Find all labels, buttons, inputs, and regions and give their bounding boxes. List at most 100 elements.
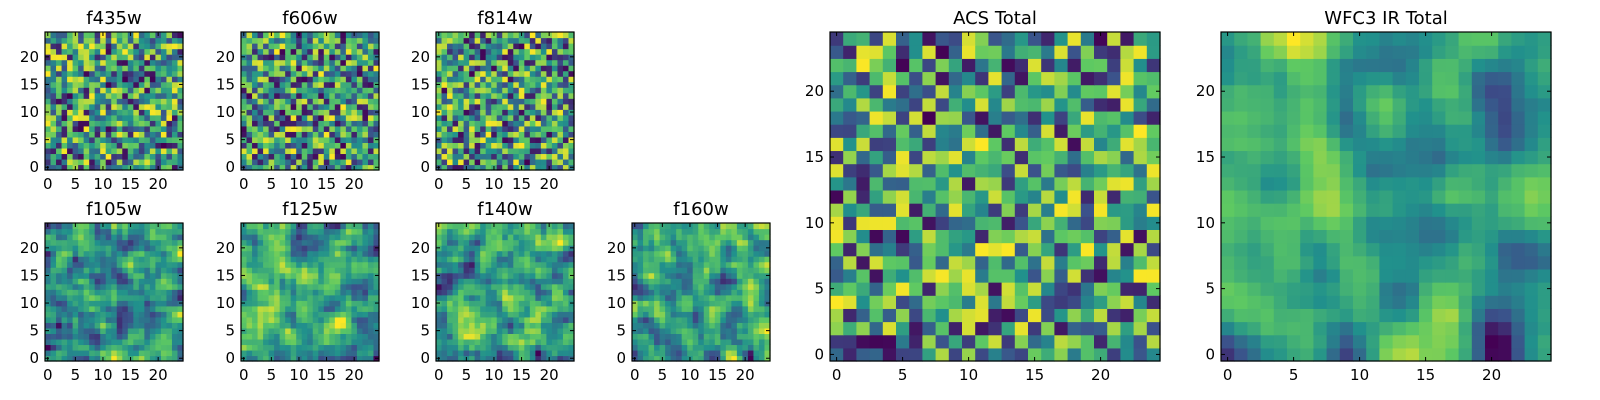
heatmap-cell [747, 250, 755, 257]
heatmap-cell [296, 256, 303, 263]
heatmap-cell [122, 48, 129, 55]
heatmap-cell [742, 300, 749, 307]
heatmap-cell [524, 344, 531, 351]
heatmap-cell [709, 294, 716, 301]
heatmap-cell [351, 120, 358, 127]
heatmap-cell [133, 120, 140, 127]
heatmap-cell [436, 98, 443, 105]
heatmap-cell [351, 272, 358, 279]
heatmap-cell [301, 272, 308, 279]
heatmap-cell [89, 164, 96, 171]
heatmap-cell [681, 283, 688, 290]
heatmap-cell [166, 333, 173, 340]
heatmap-cell [507, 245, 514, 252]
heatmap-cell [670, 245, 677, 252]
heatmap-cell [557, 142, 564, 149]
heatmap-cell [546, 142, 553, 149]
heatmap-cell [279, 125, 286, 132]
heatmap-cell [670, 250, 677, 257]
heatmap-cell [441, 245, 448, 252]
heatmap-cell [246, 54, 253, 61]
heatmap-cell [698, 300, 705, 307]
heatmap-cell [502, 147, 509, 155]
heatmap-cell [78, 153, 85, 160]
heatmap-cell [78, 338, 85, 346]
heatmap-cell [268, 43, 275, 50]
heatmap-cell [731, 355, 738, 362]
heatmap-cell [524, 147, 531, 155]
heatmap-cell [1014, 282, 1029, 296]
heatmap-cell [485, 267, 492, 274]
heatmap-cell [469, 333, 476, 340]
heatmap-cell [56, 98, 63, 105]
heatmap-cell [529, 267, 536, 274]
heatmap-cell [1080, 242, 1095, 257]
heatmap-cell [1146, 189, 1161, 204]
heatmap-cell [94, 114, 101, 121]
heatmap-cell [1120, 268, 1135, 283]
heatmap-cell [562, 344, 570, 351]
heatmap-cell [83, 272, 90, 279]
heatmap-cell [105, 300, 112, 307]
heatmap-cell [149, 283, 156, 290]
heatmap-cell [557, 76, 564, 83]
heatmap-cell [144, 70, 151, 77]
heatmap-cell [703, 239, 710, 246]
heatmap-cell [149, 245, 156, 252]
y-tick-label: 15 [607, 266, 626, 284]
heatmap-cell [507, 261, 514, 268]
heatmap-cell [241, 250, 248, 257]
heatmap-cell [458, 289, 465, 296]
heatmap-cell [241, 261, 248, 268]
heatmap-cell [61, 338, 68, 346]
heatmap-cell [133, 48, 140, 55]
heatmap-cell [643, 327, 650, 334]
heatmap-cell [753, 289, 760, 296]
heatmap-cell [138, 81, 145, 88]
heatmap-cell [441, 349, 448, 357]
heatmap-cell [78, 316, 85, 323]
heatmap-cell [312, 305, 319, 312]
heatmap-cell [557, 305, 564, 312]
heatmap-cell [513, 92, 520, 99]
heatmap-cell [1054, 268, 1069, 283]
heatmap-cell [177, 349, 184, 357]
heatmap-cell [736, 239, 743, 246]
axes-frame [240, 222, 380, 362]
heatmap-cell [323, 289, 330, 296]
heatmap-cell [61, 272, 68, 279]
heatmap-cell [551, 300, 559, 307]
heatmap-cell [513, 136, 520, 143]
heatmap-cell [307, 338, 314, 346]
heatmap-cell [909, 321, 923, 336]
heatmap-cell [329, 245, 336, 252]
heatmap-cell [296, 158, 303, 166]
heatmap-cell [753, 333, 760, 340]
heatmap-cell [133, 355, 140, 362]
heatmap-cell [882, 347, 897, 362]
heatmap-cell [654, 311, 661, 318]
heatmap-cell [869, 150, 884, 165]
heatmap-cell [138, 98, 145, 105]
heatmap-cell [356, 272, 364, 279]
heatmap-cell [725, 349, 732, 357]
heatmap-cell [518, 98, 525, 105]
heatmap-cell [116, 120, 123, 127]
heatmap-cell [648, 272, 655, 279]
heatmap-cell [491, 344, 498, 351]
heatmap-cell [452, 338, 459, 346]
heatmap-cell [246, 322, 253, 329]
heatmap-cell [731, 305, 738, 312]
heatmap-cell [356, 147, 364, 155]
heatmap-cell [562, 278, 570, 285]
heatmap-cell [637, 322, 644, 329]
heatmap-cell [491, 43, 498, 50]
heatmap-cell [100, 272, 107, 279]
heatmap-cell [329, 76, 336, 83]
heatmap-cell [529, 239, 536, 246]
heatmap-cell [83, 43, 90, 50]
heatmap-cell [758, 349, 766, 357]
heatmap-cell [670, 234, 677, 241]
heatmap-cell [362, 142, 369, 149]
heatmap-cell [524, 59, 531, 66]
